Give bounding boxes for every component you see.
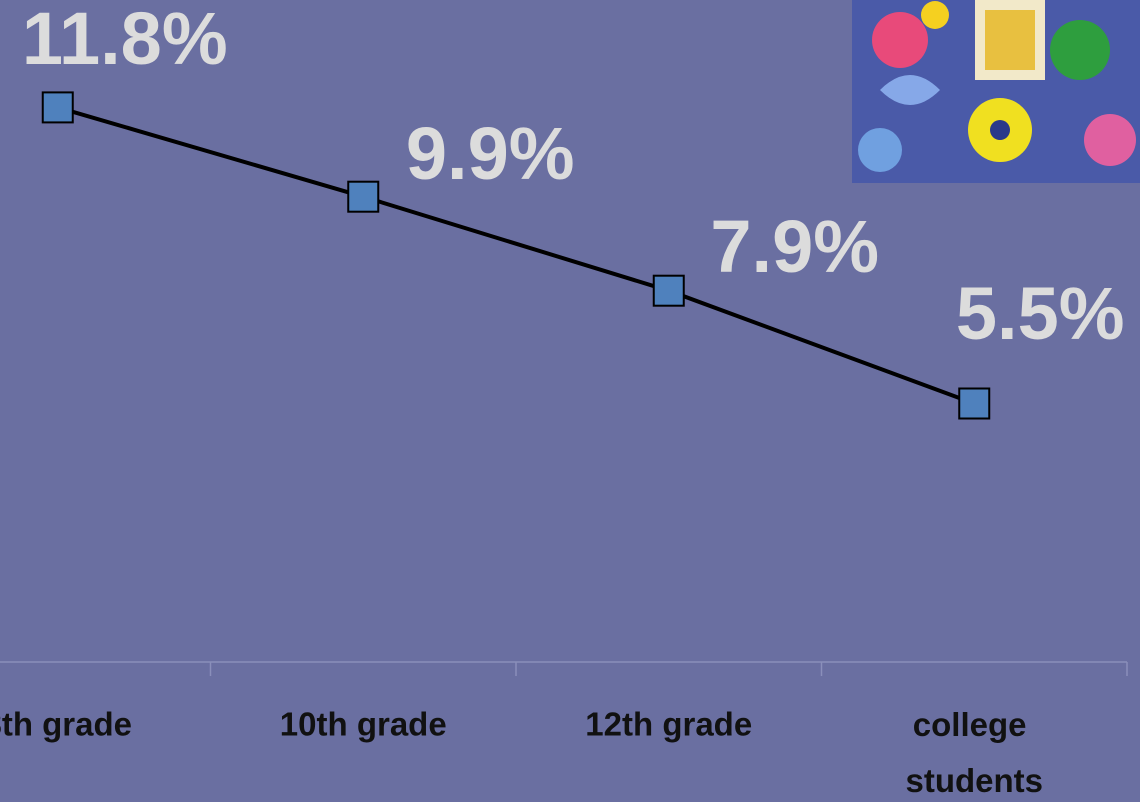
marker <box>652 274 685 307</box>
line <box>57 105 975 406</box>
x-tick-label: 8th grade <box>0 706 132 743</box>
marker <box>958 387 991 420</box>
photo <box>852 0 1140 183</box>
data-label: 7.9% <box>710 205 879 288</box>
x-tick-label: college students <box>905 706 1043 799</box>
data-label: 9.9% <box>406 112 575 195</box>
marker <box>41 91 74 124</box>
marker <box>347 180 380 213</box>
x-tick-label: 10th grade <box>280 706 447 743</box>
data-label: 11.8% <box>22 0 228 80</box>
x-tick-label: 12th grade <box>585 706 752 743</box>
data-label: 5.5% <box>956 272 1125 355</box>
